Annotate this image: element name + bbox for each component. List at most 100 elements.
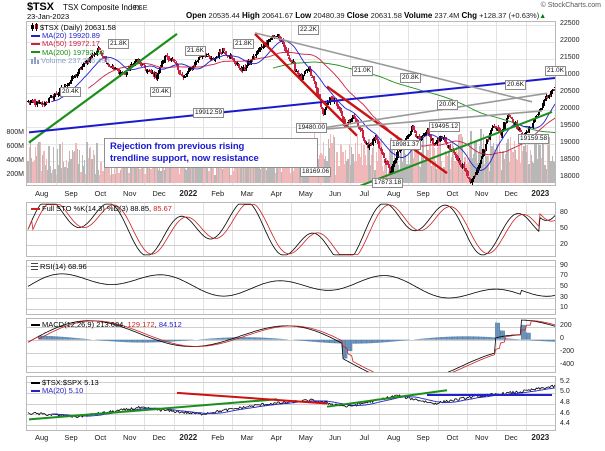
candle-body (482, 149, 485, 157)
candle-body (41, 102, 45, 105)
candle-body (504, 122, 507, 124)
macd-histogram-bar (504, 338, 507, 340)
stochastics-panel[interactable] (26, 202, 556, 257)
volume-bar (60, 167, 62, 183)
macd-panel[interactable] (26, 318, 556, 373)
candle-body (286, 49, 289, 56)
macd-histogram-bar (308, 339, 310, 342)
candle-body (414, 133, 417, 137)
candle-body (163, 56, 166, 62)
peak-price-label: 21.8K (108, 39, 129, 50)
volume-bar (543, 144, 545, 183)
candle-body (413, 129, 416, 133)
macd-histogram-bar (245, 337, 247, 340)
candle-body (237, 63, 240, 68)
macd-histogram-bar (551, 339, 553, 342)
volume-bar (193, 167, 195, 183)
macd-histogram-bar (340, 339, 342, 344)
macd-histogram-bar (492, 337, 494, 340)
volume-bar (63, 162, 65, 183)
macd-histogram-bar (296, 339, 299, 341)
candle-body (82, 63, 85, 68)
candle-body (381, 152, 384, 154)
macd-histogram-bar (282, 338, 284, 340)
macd-histogram-bar (184, 339, 187, 341)
volume-bar (508, 162, 510, 183)
macd-histogram-bar (241, 337, 243, 340)
volume-bar (388, 171, 390, 183)
macd-histogram-bar (43, 335, 45, 340)
macd-histogram-bar (368, 339, 370, 344)
candle-body (267, 40, 270, 44)
volume-bar (132, 160, 134, 183)
candle-body (409, 131, 413, 134)
macd-histogram-bar (552, 339, 555, 342)
macd-histogram-bar (107, 339, 109, 342)
macd-histogram-bar (335, 339, 337, 344)
macd-histogram-bar (226, 337, 228, 340)
candle-body (483, 148, 486, 150)
candle-body (227, 56, 230, 58)
candle-wick (211, 56, 213, 60)
macd-histogram-bar (450, 336, 452, 340)
macd-histogram-bar (106, 339, 108, 341)
x-axis-tick-label: Jul (359, 433, 370, 442)
candle-wick (67, 83, 69, 87)
macd-histogram-bar (154, 339, 156, 343)
macd-histogram-bar (305, 339, 307, 342)
volume-bar (340, 144, 342, 183)
candle-body (161, 61, 164, 67)
macd-histogram-bar (422, 338, 424, 340)
candle-body (172, 58, 175, 61)
macd-histogram-bar (386, 339, 388, 343)
candle-body (365, 143, 368, 145)
macd-histogram-bar (437, 337, 439, 340)
candle-body (96, 51, 99, 54)
macd-histogram-bar (177, 339, 179, 342)
volume-bar (202, 165, 204, 183)
volume-bar (93, 155, 96, 183)
candle-body (395, 157, 398, 162)
indicator-y-tick: 70 (560, 272, 568, 280)
candle-body (268, 39, 271, 41)
volume-bar (197, 154, 199, 183)
volume-bar (485, 144, 487, 183)
macd-histogram-bar (317, 339, 320, 343)
volume-bar (502, 150, 504, 183)
volume-bar (381, 166, 384, 183)
volume-bar (28, 147, 30, 183)
macd-histogram-bar (454, 336, 456, 340)
macd-histogram-bar (480, 336, 482, 340)
candle-body (288, 56, 291, 60)
candle-body (283, 43, 286, 47)
macd-histogram-bar (469, 336, 471, 340)
price-chart-panel[interactable] (26, 21, 556, 186)
macd-histogram-bar (507, 338, 509, 340)
macd-histogram-bar (470, 336, 472, 340)
candle-body (481, 155, 484, 159)
macd-histogram-bar (359, 339, 361, 344)
volume-bar (184, 169, 187, 183)
macd-histogram-bar (61, 336, 64, 340)
volume-bar (88, 147, 91, 183)
up-arrow-icon: ▲ (539, 13, 547, 20)
candle-body (424, 132, 427, 135)
candle-body (317, 93, 320, 95)
candle-body (180, 74, 184, 76)
rsi-panel[interactable] (26, 260, 556, 315)
candle-wick (34, 99, 35, 103)
volume-bar (263, 159, 265, 183)
line-swatch-icon (31, 207, 40, 210)
candle-body (135, 59, 138, 61)
candle-body (205, 55, 208, 57)
candle-body (259, 46, 262, 48)
candle-wick (212, 56, 214, 61)
annotation-line-1: Rejection from previous rising (110, 141, 245, 152)
macd-histogram-bar (230, 337, 232, 340)
volume-bar (447, 156, 449, 183)
ratio-legend-primary: $TSX:$SPX 5.13 (31, 378, 99, 387)
ratio-panel[interactable] (26, 376, 556, 431)
macd-histogram-bar (533, 339, 535, 341)
volume-bar (143, 156, 145, 183)
volume-bar (196, 153, 198, 183)
